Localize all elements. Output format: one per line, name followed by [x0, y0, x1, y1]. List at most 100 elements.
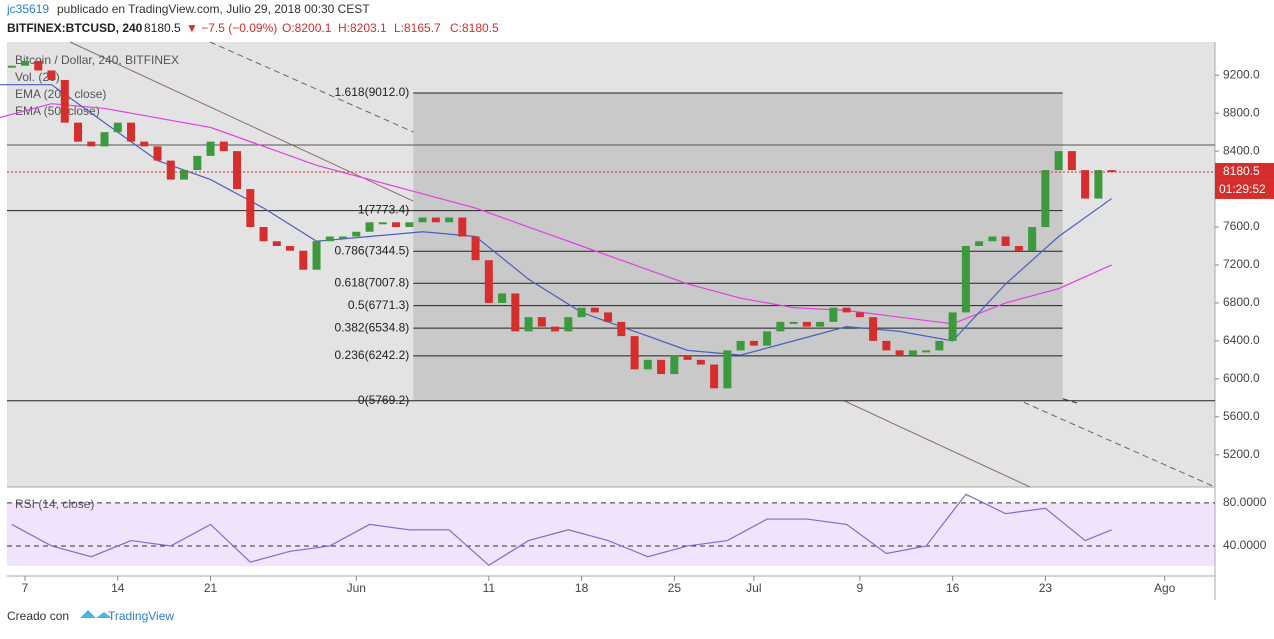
candle — [895, 350, 904, 356]
y-tick-label: 5600.0 — [1223, 409, 1260, 423]
candle — [842, 307, 851, 313]
candle — [789, 321, 798, 324]
x-tick-label: 7 — [22, 581, 29, 595]
candle — [524, 317, 533, 332]
candle — [153, 146, 162, 161]
candle — [74, 122, 83, 142]
header-published: publicado en TradingView.com, Julio 29, … — [57, 2, 370, 16]
candle — [299, 250, 308, 270]
candle — [908, 350, 917, 356]
x-tick-label: 25 — [668, 581, 682, 595]
candle — [87, 141, 96, 147]
footer-brand[interactable]: TradingView — [108, 609, 174, 623]
candle — [670, 355, 679, 375]
candle — [630, 336, 639, 370]
legend-rsi: RSI (14, close) — [15, 497, 94, 511]
rsi-tick-label: 40.0000 — [1223, 538, 1267, 552]
candle — [1054, 151, 1063, 171]
candle — [405, 222, 414, 228]
ema-line — [0, 103, 1112, 325]
countdown-label: 01:29:52 — [1219, 182, 1266, 196]
candle — [577, 307, 586, 318]
x-tick-label: 9 — [857, 581, 864, 595]
fib-label: 0.236(6242.2) — [335, 348, 410, 362]
footer-created: Creado con — [7, 609, 69, 623]
y-tick-label: 7600.0 — [1223, 219, 1260, 233]
y-tick-label: 8800.0 — [1223, 105, 1260, 119]
ema-line — [0, 84, 1112, 356]
y-tick-label: 6800.0 — [1223, 295, 1260, 309]
candle — [325, 236, 334, 242]
x-tick-label: 14 — [111, 581, 125, 595]
candle — [127, 122, 136, 142]
header-low: L:8165.7 — [394, 21, 441, 35]
candle — [458, 217, 467, 237]
candle — [617, 321, 626, 337]
candle — [498, 293, 507, 303]
logo — [80, 610, 112, 618]
candle — [352, 231, 361, 237]
candle — [696, 359, 705, 365]
candle — [259, 227, 268, 242]
rsi-band — [7, 503, 1215, 566]
candle — [1094, 170, 1103, 199]
candle — [1081, 170, 1090, 199]
fib-label: 1(7773.4) — [358, 203, 409, 217]
candle — [100, 132, 109, 147]
y-tick-label: 8400.0 — [1223, 143, 1260, 157]
candle — [657, 359, 666, 375]
candle — [829, 307, 838, 322]
candle — [723, 350, 732, 389]
fib-label: 0.786(7344.5) — [335, 243, 410, 257]
candle — [418, 217, 427, 223]
candle — [802, 321, 811, 327]
fib-label: 0.382(6534.8) — [335, 320, 410, 334]
candle — [590, 307, 599, 313]
candle — [710, 364, 719, 389]
candle — [988, 236, 997, 242]
countdown-tag — [1215, 180, 1274, 199]
candle — [219, 141, 228, 152]
candle — [7, 65, 16, 68]
candle — [683, 355, 692, 360]
candle — [776, 321, 785, 332]
y-tick-label: 6400.0 — [1223, 333, 1260, 347]
candle — [471, 236, 480, 261]
candle — [1041, 170, 1050, 228]
candle — [206, 141, 215, 156]
candle — [537, 317, 546, 327]
x-tick-label: 21 — [204, 581, 218, 595]
legend-title: Bitcoin / Dollar, 240, BITFINEX — [15, 53, 179, 67]
candle — [193, 155, 202, 171]
candle — [34, 60, 43, 71]
candle — [816, 321, 825, 327]
header-user: jc35619 — [6, 2, 49, 16]
y-tick-label: 9200.0 — [1223, 67, 1260, 81]
candle — [246, 189, 255, 228]
candle — [922, 350, 931, 353]
candle — [272, 241, 281, 246]
y-tick-label: 5200.0 — [1223, 447, 1260, 461]
candle — [1014, 245, 1023, 251]
candle — [431, 217, 440, 223]
candle — [935, 340, 944, 351]
candle — [511, 293, 520, 332]
candle — [21, 60, 30, 66]
candle — [551, 326, 560, 332]
price-tag-label: 8180.5 — [1223, 164, 1260, 178]
price-tag — [1215, 162, 1274, 181]
candle — [378, 222, 387, 225]
candle — [1067, 151, 1076, 171]
x-tick-label: 11 — [483, 581, 496, 595]
candle — [763, 331, 772, 346]
candle — [166, 160, 175, 180]
candle — [140, 141, 149, 147]
candle — [484, 260, 493, 303]
x-tick-label: Jun — [347, 581, 366, 595]
header-high: H:8203.1 — [338, 21, 387, 35]
candle — [113, 122, 122, 133]
candle — [365, 222, 374, 232]
candle — [1028, 227, 1037, 251]
candle — [961, 245, 970, 313]
